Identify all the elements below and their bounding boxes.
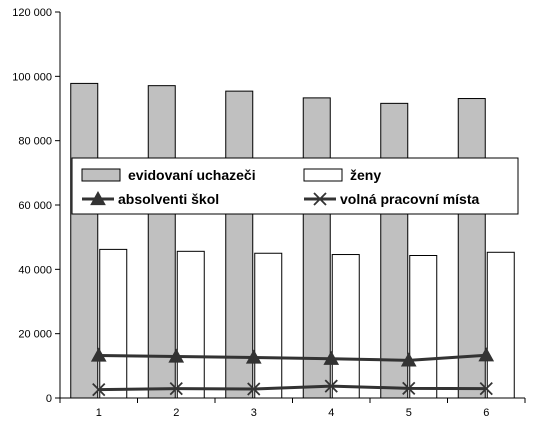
lines-layer <box>90 347 495 397</box>
x-tick-label: 1 <box>96 407 102 419</box>
legend: evidovaní uchazeči ženy absolventi škol vol… <box>71 157 519 215</box>
bar-evidovaní-uchazeči-2 <box>147 85 176 399</box>
y-tick-label: 0 <box>46 393 52 405</box>
legend-swatch-ženy <box>303 168 343 182</box>
point-volná-pracovní-místa-5 <box>402 381 416 395</box>
point-absolventi-škol-3 <box>245 349 262 364</box>
bar-ženy-5 <box>409 255 438 399</box>
y-tick-label: 100 000 <box>12 71 52 83</box>
legend-swatch-evidovaní-uchazeči <box>81 168 121 182</box>
y-tick-label: 120 000 <box>12 7 52 19</box>
legend-label-evidovaní-uchazeči: evidovaní uchazeči <box>128 167 256 183</box>
line-absolventi-škol <box>98 353 487 362</box>
y-tick-label: 80 000 <box>18 136 52 148</box>
bar-ženy-3 <box>254 252 283 399</box>
bar-ženy-4 <box>331 254 360 399</box>
bar-evidovaní-uchazeči-4 <box>302 97 331 399</box>
y-tick-label: 40 000 <box>18 264 52 276</box>
point-absolventi-škol-2 <box>168 348 185 363</box>
x-tick-label: 5 <box>406 407 412 419</box>
point-volná-pracovní-místa-2 <box>169 382 183 396</box>
bar-ženy-1 <box>99 248 128 399</box>
legend-marker-absolventi-škol <box>90 190 106 206</box>
bar-ženy-2 <box>176 250 205 399</box>
point-volná-pracovní-místa-3 <box>247 382 261 396</box>
point-absolventi-škol-6 <box>478 347 495 362</box>
bars-layer <box>70 82 515 399</box>
bar-evidovaní-uchazeči-3 <box>225 90 254 399</box>
point-absolventi-škol-4 <box>323 350 340 365</box>
legend-label-ženy: ženy <box>350 167 381 183</box>
point-volná-pracovní-místa-1 <box>92 383 106 397</box>
x-tick-label: 4 <box>328 407 334 419</box>
legend-marker-volná-pracovní-místa <box>313 192 327 206</box>
legend-label-volná-pracovní-místa: volná pracovní místa <box>340 191 479 207</box>
axes-layer: 0 20 000 40 000 60 000 80 000 100 000 120 000 1… <box>12 7 526 419</box>
legend-box <box>71 157 519 215</box>
bar-evidovaní-uchazeči-6 <box>457 98 486 399</box>
bar-ženy-6 <box>486 251 515 399</box>
x-tick-label: 2 <box>173 407 179 419</box>
bar-evidovaní-uchazeči-5 <box>380 102 409 399</box>
line-volná-pracovní-místa <box>98 384 487 392</box>
y-tick-label: 20 000 <box>18 329 52 341</box>
point-absolventi-škol-5 <box>400 352 417 367</box>
bar-evidovaní-uchazeči-1 <box>70 82 99 399</box>
x-tick-label: 6 <box>483 407 489 419</box>
point-volná-pracovní-místa-4 <box>324 379 338 393</box>
legend-label-absolventi-škol: absolventi škol <box>118 191 219 207</box>
y-tick-label: 60 000 <box>18 200 52 212</box>
point-absolventi-škol-1 <box>90 347 107 362</box>
x-tick-label: 3 <box>251 407 257 419</box>
point-volná-pracovní-místa-6 <box>479 382 493 396</box>
